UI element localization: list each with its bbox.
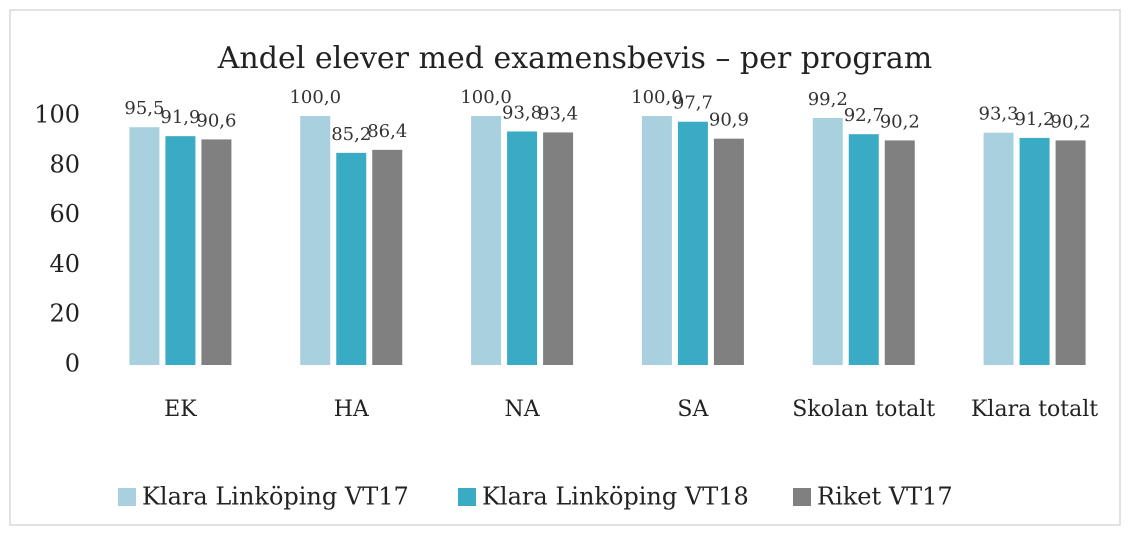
value-label: 93,3	[979, 104, 1019, 125]
bar	[507, 131, 538, 365]
bar	[884, 140, 915, 365]
value-label: 91,9	[160, 107, 200, 128]
value-label: 90,2	[1051, 111, 1091, 132]
y-tick-label: 80	[49, 150, 80, 178]
value-label: 99,2	[808, 89, 848, 110]
value-label: 90,6	[196, 110, 236, 131]
value-label: 97,7	[673, 93, 713, 114]
y-tick-label: 100	[34, 101, 80, 129]
value-label: 93,8	[502, 102, 542, 123]
x-tick-label: HA	[334, 397, 370, 422]
bar	[129, 127, 160, 365]
x-tick-label: NA	[505, 397, 541, 422]
y-tick-label: 40	[49, 250, 80, 278]
bar	[201, 139, 232, 365]
x-tick-label: Skolan totalt	[792, 397, 935, 422]
bar	[471, 116, 502, 365]
bar	[677, 121, 708, 366]
legend-swatch	[793, 488, 811, 506]
y-tick-label: 60	[49, 200, 80, 228]
value-label: 90,2	[880, 111, 920, 132]
legend-label: Riket VT17	[817, 483, 953, 511]
legend-label: Klara Linköping VT18	[482, 483, 749, 511]
bar	[983, 132, 1014, 365]
legend-swatch	[118, 488, 136, 506]
value-label: 90,9	[709, 110, 749, 131]
legend-label: Klara Linköping VT17	[142, 483, 409, 511]
value-label: 95,5	[124, 98, 164, 119]
chart-title: Andel elever med examensbevis – per prog…	[217, 41, 932, 76]
bar	[1019, 137, 1050, 365]
value-label: 92,7	[844, 105, 884, 126]
y-tick-label: 20	[49, 300, 80, 328]
bar	[543, 132, 574, 365]
value-label: 91,2	[1015, 109, 1055, 130]
value-label: 100,0	[631, 87, 683, 108]
bar	[165, 136, 196, 365]
value-label: 85,2	[331, 124, 371, 145]
x-tick-label: SA	[677, 397, 709, 422]
legend-swatch	[458, 488, 476, 506]
x-tick-label: EK	[164, 397, 197, 422]
y-tick-label: 0	[65, 350, 80, 378]
bar	[812, 117, 843, 365]
bar	[641, 116, 672, 365]
bar	[848, 134, 879, 365]
x-tick-label: Klara totalt	[971, 397, 1098, 422]
bar	[713, 138, 744, 365]
value-label: 100,0	[289, 87, 341, 108]
value-label: 86,4	[367, 121, 407, 142]
bar	[1055, 140, 1086, 365]
value-label: 100,0	[460, 87, 512, 108]
bar	[336, 152, 367, 365]
bar	[372, 149, 403, 365]
value-label: 93,4	[538, 103, 578, 124]
bar	[300, 116, 331, 365]
